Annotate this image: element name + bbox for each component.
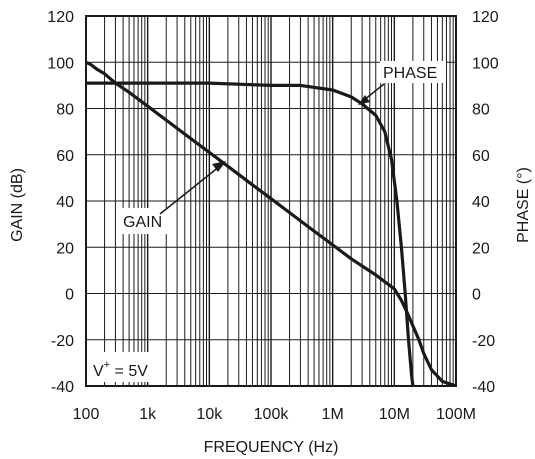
y-tick-label-left: -40: [51, 379, 74, 396]
plot-frame: [85, 15, 457, 387]
x-tick-label: 10k: [196, 406, 223, 423]
y-tick-label-left: 20: [56, 240, 74, 257]
y-tick-label-left: -20: [51, 333, 74, 350]
phase-arrow-line: [363, 83, 385, 101]
gain-label: GAIN: [123, 214, 162, 231]
y-tick-label-right: 60: [472, 148, 490, 165]
series-line-gain: [86, 60, 456, 386]
y-axis-title-left: GAIN (dB): [9, 168, 26, 242]
x-tick-label: 1M: [322, 406, 344, 423]
gain-arrow-line: [159, 165, 221, 215]
x-tick-label: 100k: [254, 406, 290, 423]
y-tick-label-right: 120: [472, 9, 499, 26]
x-tick-label: 1k: [139, 406, 157, 423]
supply-label: V+ = 5V: [93, 359, 148, 380]
y-tick-label-right: 0: [472, 287, 481, 304]
y-tick-label-right: 20: [472, 240, 490, 257]
phase-label: PHASE: [383, 65, 437, 82]
phase-annotation: PHASE: [358, 61, 446, 105]
x-tick-label: 100: [73, 406, 100, 423]
y-tick-label-left: 120: [47, 9, 74, 26]
series-layer: [86, 60, 456, 386]
x-axis-title: FREQUENCY (Hz): [204, 439, 339, 456]
y-tick-label-right: 80: [472, 102, 490, 119]
supply-label-value: = 5V: [110, 363, 148, 380]
y-tick-label-right: -40: [472, 379, 495, 396]
tick-labels: 100 1k 10k 100k 1M 10M 100M 120 100 80 60 40 20 0 -20 -…: [47, 9, 499, 423]
y-tick-label-right: -20: [472, 333, 495, 350]
series-line-phase: [86, 81, 415, 386]
y-tick-label-right: 40: [472, 194, 490, 211]
supply-label-base: V: [93, 363, 104, 380]
y-tick-label-left: 100: [47, 55, 74, 72]
y-tick-label-left: 80: [56, 102, 74, 119]
y-tick-label-left: 60: [56, 148, 74, 165]
grid: [86, 16, 456, 386]
y-tick-label-left: 40: [56, 194, 74, 211]
gain-arrow-head: [212, 161, 226, 172]
y-axis-title-right: PHASE (°): [515, 167, 532, 243]
gain-annotation: GAIN: [118, 161, 226, 234]
supply-label-sup: +: [104, 359, 110, 371]
y-tick-label-right: 100: [472, 55, 499, 72]
y-tick-label-left: 0: [65, 287, 74, 304]
supply-annotation: V+ = 5V: [89, 352, 165, 382]
x-tick-label: 100M: [436, 406, 476, 423]
x-tick-label: 10M: [379, 406, 410, 423]
phase-arrow-head: [358, 95, 370, 105]
